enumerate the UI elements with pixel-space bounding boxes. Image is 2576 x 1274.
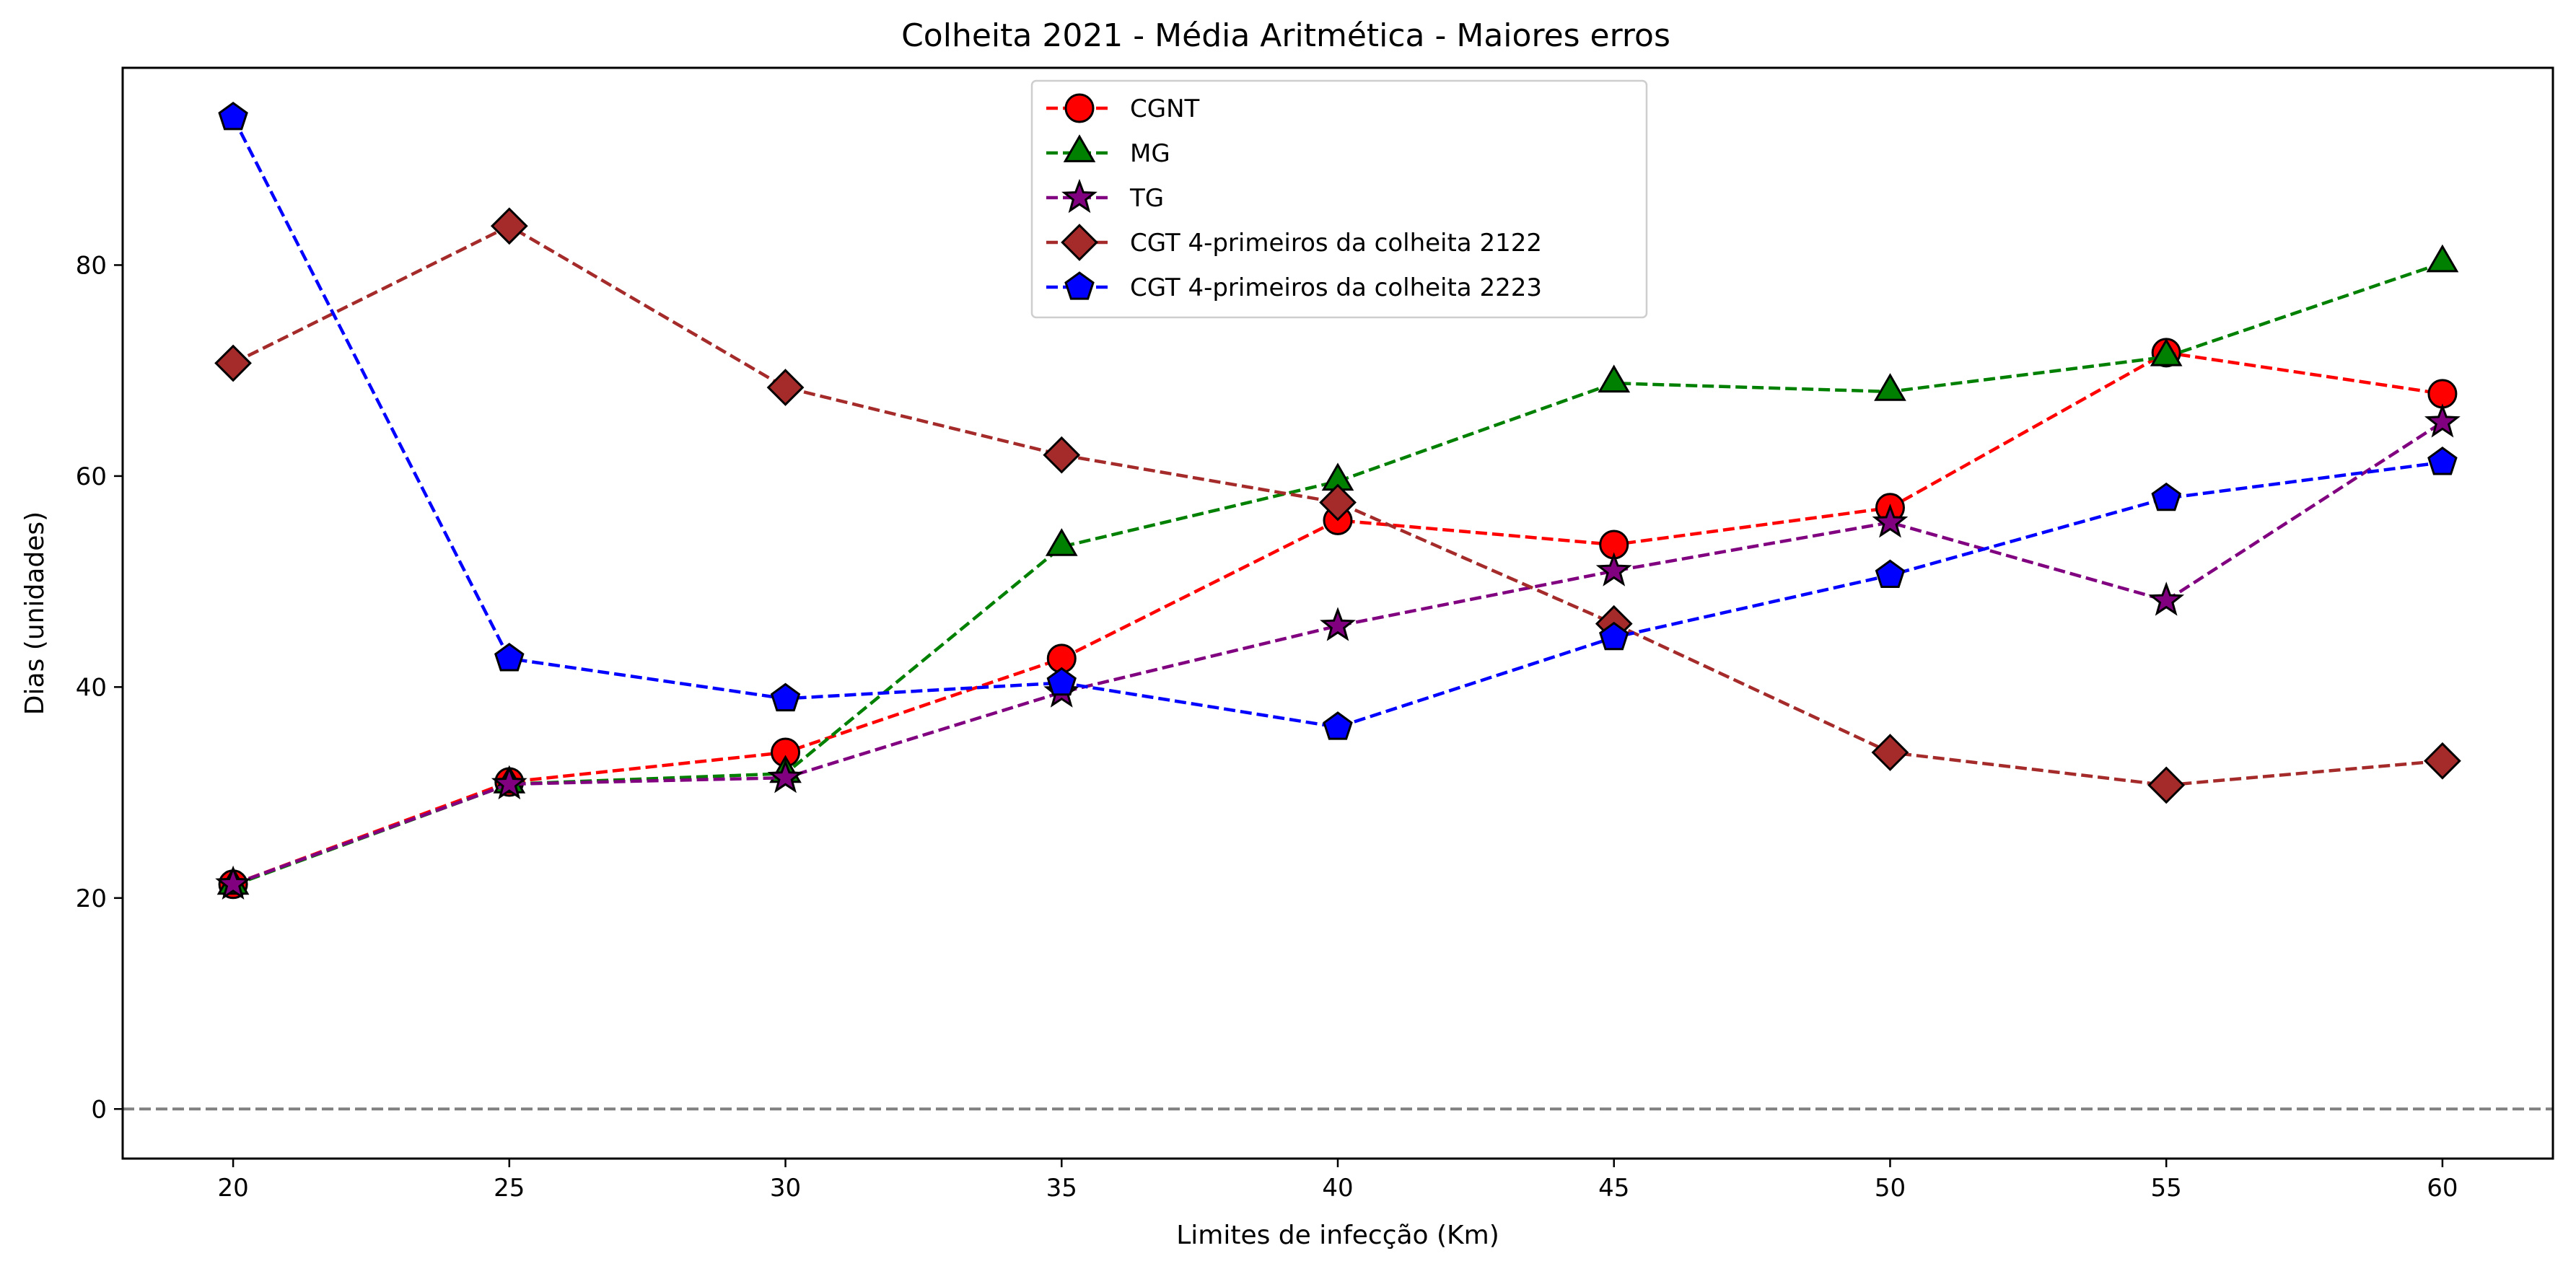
legend-entry: CGNT [1046, 93, 1200, 123]
x-tick-label: 50 [1875, 1174, 1906, 1203]
data-point [1043, 436, 1081, 474]
legend-label: CGT 4-primeiros da colheita 2223 [1130, 273, 1542, 302]
data-point [767, 758, 804, 794]
data-point [1595, 552, 1632, 587]
x-tick-label: 55 [2151, 1174, 2182, 1203]
legend-marker [1061, 224, 1098, 261]
data-point [1319, 483, 1357, 522]
data-point [2427, 447, 2458, 475]
y-tick-label: 60 [76, 462, 107, 491]
legend-entry: TG [1046, 178, 1164, 214]
x-tick-label: 25 [494, 1174, 525, 1203]
data-point [214, 344, 252, 382]
data-point [1875, 559, 1906, 588]
data-point [1046, 643, 1077, 674]
data-point [2151, 482, 2181, 511]
x-axis-label: Limites de infecção (Km) [1176, 1221, 1499, 1250]
data-point [490, 207, 528, 245]
data-point [1323, 711, 1353, 740]
data-point [2147, 766, 2186, 804]
legend-label: MG [1130, 139, 1170, 168]
plot-area [123, 101, 2553, 1111]
data-point [218, 101, 248, 131]
y-tick-label: 40 [76, 673, 107, 702]
x-tick-label: 45 [1598, 1174, 1629, 1203]
legend-label: CGT 4-primeiros da colheita 2122 [1130, 229, 1542, 258]
legend: CGNT MG TG CGT 4-primeiros da colheita 2122… [1030, 79, 1648, 319]
legend-marker [1064, 271, 1095, 300]
data-point [766, 369, 805, 406]
data-point [215, 865, 252, 900]
x-tick-label: 30 [770, 1174, 801, 1203]
y-tick-label: 80 [76, 251, 107, 280]
data-point [2426, 244, 2459, 273]
legend-marker [1061, 178, 1098, 214]
series-line [232, 261, 2443, 887]
series-line [232, 116, 2443, 729]
legend-entry: CGT 4-primeiros da colheita 2223 [1046, 271, 1542, 302]
legend-marker [1063, 134, 1096, 162]
data-point [1045, 528, 1078, 556]
data-point [770, 682, 801, 712]
data-point [1598, 364, 1631, 393]
series-5 [218, 101, 2458, 740]
chart-title: Colheita 2021 - Média Aritmética - Maior… [901, 17, 1670, 54]
y-axis-label: Dias (unidades) [20, 511, 50, 715]
data-point [491, 765, 527, 800]
series-2 [216, 244, 2459, 895]
x-tick-label: 60 [2427, 1174, 2458, 1203]
legend-label: TG [1129, 184, 1164, 213]
data-point [1320, 607, 1356, 641]
legend-box [1030, 79, 1648, 319]
legend-marker [1064, 93, 1095, 123]
y-tick-label: 0 [91, 1095, 107, 1124]
series-line [232, 224, 2443, 787]
data-point [2424, 403, 2461, 438]
data-point [1874, 373, 1906, 401]
legend-entry: CGT 4-primeiros da colheita 2122 [1046, 224, 1542, 261]
data-point [1599, 621, 1629, 651]
x-tick-label: 35 [1046, 1174, 1077, 1203]
x-tick-label: 20 [217, 1174, 248, 1203]
series-line [232, 421, 2444, 886]
data-point [2427, 379, 2458, 409]
data-point [1871, 734, 1909, 771]
x-tick-label: 40 [1322, 1174, 1353, 1203]
data-point [2148, 581, 2185, 616]
y-tick-label: 20 [76, 884, 107, 913]
data-point [494, 643, 525, 672]
data-point [2424, 742, 2461, 780]
data-point [1872, 504, 1909, 538]
data-point [1046, 667, 1077, 696]
legend-entry: MG [1046, 134, 1170, 168]
data-point [2150, 338, 2183, 366]
series-4 [214, 207, 2461, 804]
data-point [771, 737, 801, 768]
axis-ticks: 20 25 30 35 40 45 50 55 60 0 20 40 60 80 [76, 251, 2458, 1203]
legend-label: CGNT [1130, 95, 1200, 123]
data-point [1599, 530, 1629, 560]
